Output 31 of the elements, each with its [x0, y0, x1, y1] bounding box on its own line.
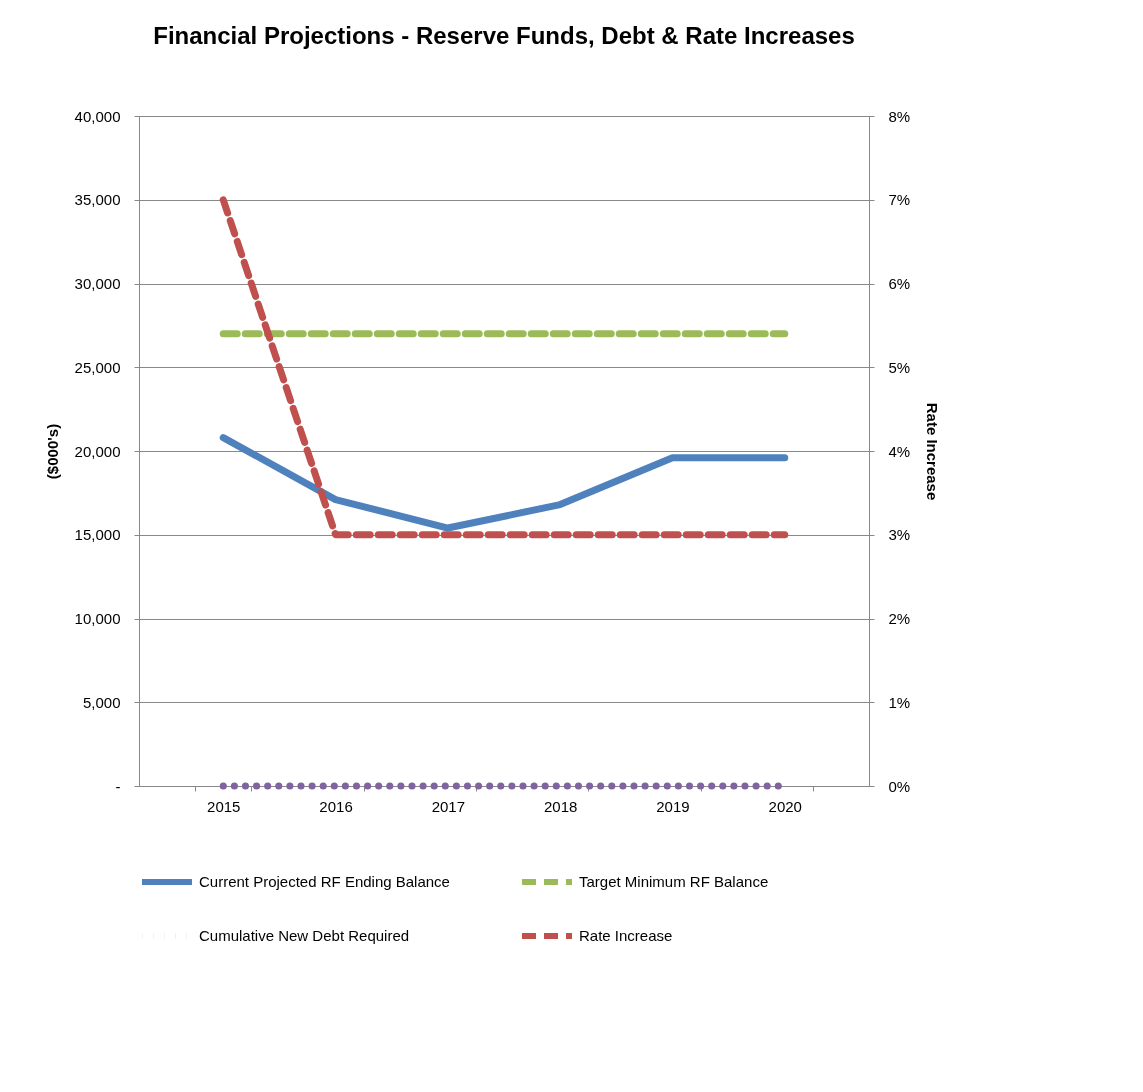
x-tick-label: 2015	[207, 797, 241, 815]
y-tick-label: 35,000	[74, 191, 121, 209]
y-tick-label: -	[115, 777, 121, 795]
y2-tick-label: 7%	[888, 191, 911, 209]
x-tick-label: 2020	[768, 797, 802, 815]
y2-tick-label: 1%	[888, 693, 911, 711]
y2-tick-label: 2%	[888, 610, 911, 627]
y2-tick-label: 6%	[888, 275, 911, 292]
y-tick-label: 15,000	[74, 526, 121, 544]
x-tick-label: 2019	[656, 797, 690, 815]
x-tick-label: 2017	[431, 797, 466, 815]
y-tick-label: 5,000	[82, 693, 121, 711]
legend-label: Cumulative New Debt Required	[199, 927, 410, 944]
x-tick-label: 2016	[319, 797, 353, 815]
x-tick-label: 2018	[543, 797, 578, 815]
y2-tick-label: 8%	[888, 107, 911, 125]
chart-title: Financial Projections - Reserve Funds, Debt & Rate Increases	[153, 22, 855, 49]
legend-label: Target Minimum RF Balance	[579, 873, 769, 890]
y-tick-label: 25,000	[74, 358, 121, 376]
legend-label: Current Projected RF Ending Balance	[199, 873, 450, 890]
y-tick-label: 10,000	[74, 610, 121, 627]
legend-label: Rate Increase	[579, 927, 673, 944]
y-tick-label: 40,000	[74, 107, 121, 125]
y-axis-title: ($000's)	[43, 423, 61, 480]
y-tick-label: 20,000	[74, 442, 121, 460]
y2-tick-label: 4%	[888, 442, 911, 460]
y2-tick-label: 3%	[888, 526, 911, 544]
y2-tick-label: 0%	[888, 777, 911, 795]
y2-axis-title: Rate Increase	[924, 402, 942, 501]
y-tick-label: 30,000	[74, 275, 121, 292]
y2-tick-label: 5%	[888, 358, 911, 376]
